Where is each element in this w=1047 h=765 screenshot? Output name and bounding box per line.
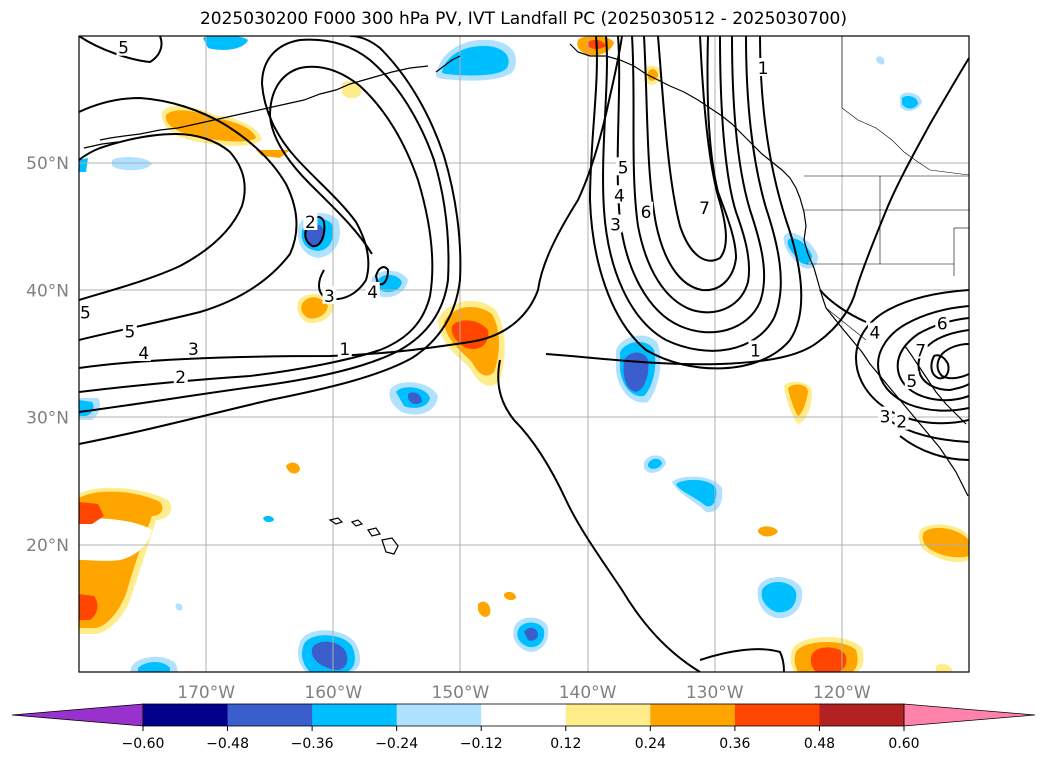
contour-label: 5 bbox=[124, 322, 135, 342]
colorbar-segment bbox=[396, 704, 482, 726]
contour-label-bg bbox=[616, 157, 631, 176]
lon-label: 150°W bbox=[432, 683, 490, 703]
colorbar-tick-label: 0.48 bbox=[804, 736, 835, 752]
colorbar-segment bbox=[481, 704, 567, 726]
contour-label: 4 bbox=[870, 324, 881, 344]
coastlines bbox=[83, 43, 969, 555]
colorbar-segment bbox=[650, 704, 736, 726]
contour-label: 2 bbox=[305, 213, 316, 233]
colorbar-tick-label: −0.24 bbox=[375, 736, 418, 752]
contour-label-bg bbox=[79, 302, 93, 321]
colorbar-outline bbox=[142, 703, 905, 727]
contour-label-bg bbox=[894, 411, 909, 430]
lat-label: 20°N bbox=[26, 536, 69, 556]
contour-label-bg bbox=[608, 214, 623, 233]
contour-label-bg bbox=[867, 322, 882, 341]
lon-label: 140°W bbox=[559, 683, 617, 703]
colorbar-tick-label: 0.60 bbox=[888, 736, 919, 752]
contour-label-bg bbox=[365, 281, 380, 300]
lon-label: 120°W bbox=[813, 683, 871, 703]
contour-label: 7 bbox=[699, 199, 710, 219]
lat-label: 40°N bbox=[26, 281, 69, 301]
map-frame bbox=[78, 35, 970, 673]
contour-label: 1 bbox=[339, 340, 350, 360]
contour-label-bg bbox=[322, 285, 337, 304]
contour-label: 6 bbox=[937, 315, 948, 335]
contour-label-bg bbox=[756, 58, 771, 77]
chart-title: 2025030200 F000 300 hPa PV, IVT Landfall… bbox=[199, 9, 847, 29]
colorbar-segment bbox=[734, 704, 820, 726]
contour-label: 2 bbox=[175, 368, 186, 388]
contour-label-bg bbox=[935, 313, 950, 332]
colorbar-segment bbox=[819, 704, 905, 726]
graticule bbox=[79, 36, 969, 672]
colorbar-segment bbox=[143, 704, 229, 726]
contour-label-bg bbox=[878, 406, 893, 425]
colorbar-tick-label: −0.12 bbox=[460, 736, 503, 752]
colorbar-segment bbox=[565, 704, 651, 726]
contour-label: 4 bbox=[138, 344, 149, 364]
contour-label: 5 bbox=[118, 39, 129, 59]
contour-label: 5 bbox=[906, 372, 917, 392]
lat-label: 50°N bbox=[26, 154, 69, 174]
contour-label: 6 bbox=[641, 203, 652, 223]
contour-label: 1 bbox=[750, 341, 761, 361]
contour-label-bg bbox=[186, 339, 201, 358]
political-borders bbox=[804, 36, 969, 341]
contour-label: 4 bbox=[614, 186, 625, 206]
contour-label: 3 bbox=[610, 216, 621, 236]
pc-shading bbox=[79, 36, 969, 672]
contour-label: 5 bbox=[80, 303, 91, 323]
colorbar-extend-min bbox=[11, 703, 144, 727]
lon-label: 170°W bbox=[177, 683, 235, 703]
contour-label-bg bbox=[612, 185, 627, 204]
contour-label: 3 bbox=[880, 408, 891, 428]
colorbar-tick-label: 0.24 bbox=[635, 736, 666, 752]
latitude-labels: 50°N 40°N 30°N 20°N bbox=[26, 154, 69, 556]
contour-label: 3 bbox=[188, 340, 199, 360]
contour-label-bg bbox=[136, 343, 151, 361]
longitude-labels: 170°W 160°W 150°W 140°W 130°W 120°W bbox=[177, 683, 871, 703]
contour-label-bg bbox=[697, 197, 712, 216]
pv-contours bbox=[79, 36, 969, 672]
contour-label: 3 bbox=[324, 287, 335, 307]
contour-label: 4 bbox=[367, 283, 378, 303]
colorbar-segment bbox=[312, 704, 398, 726]
contour-label-bg bbox=[904, 370, 919, 389]
contour-label-bg bbox=[303, 211, 318, 230]
contour-label: 5 bbox=[618, 158, 629, 178]
contour-label-bg bbox=[913, 340, 928, 359]
contour-label-bg bbox=[122, 321, 137, 340]
contour-label-bg bbox=[639, 201, 654, 220]
contour-label: 1 bbox=[758, 59, 769, 79]
contour-label-bg bbox=[748, 340, 763, 359]
colorbar: −0.60 −0.48 −0.36 −0.24 −0.12 0.12 0.24 0.36 0.4… bbox=[11, 703, 1036, 752]
contour-label-bg bbox=[173, 367, 188, 386]
colorbar-segment bbox=[227, 704, 313, 726]
contour-label-bg bbox=[337, 339, 352, 358]
contour-label: 7 bbox=[915, 341, 926, 361]
contour-label: 2 bbox=[896, 413, 907, 433]
colorbar-extend-max bbox=[903, 703, 1036, 727]
lon-label: 130°W bbox=[686, 683, 744, 703]
colorbar-tick-label: −0.48 bbox=[206, 736, 249, 752]
colorbar-tick-label: 0.36 bbox=[719, 736, 750, 752]
lat-label: 30°N bbox=[26, 409, 69, 429]
lon-label: 160°W bbox=[304, 683, 362, 703]
contour-label-bg bbox=[116, 37, 131, 56]
colorbar-tick-label: −0.36 bbox=[291, 736, 334, 752]
colorbar-tick-label: −0.60 bbox=[122, 736, 165, 752]
colorbar-tick-label: 0.12 bbox=[550, 736, 581, 752]
